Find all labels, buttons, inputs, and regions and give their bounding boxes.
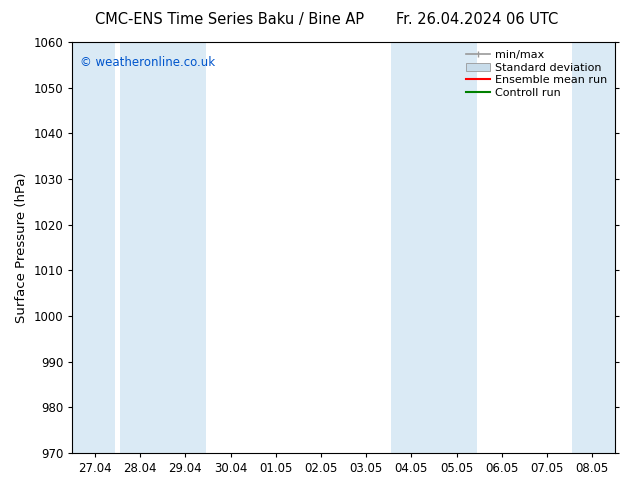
Legend: min/max, Standard deviation, Ensemble mean run, Controll run: min/max, Standard deviation, Ensemble me… <box>463 48 609 100</box>
Y-axis label: Surface Pressure (hPa): Surface Pressure (hPa) <box>15 172 28 323</box>
Bar <box>572 42 615 453</box>
Text: © weatheronline.co.uk: © weatheronline.co.uk <box>81 56 216 70</box>
Text: Fr. 26.04.2024 06 UTC: Fr. 26.04.2024 06 UTC <box>396 12 558 27</box>
Text: CMC-ENS Time Series Baku / Bine AP: CMC-ENS Time Series Baku / Bine AP <box>95 12 364 27</box>
Title: CMC-ENS Time Series Baku / Bine AP        Fr. 26.04.2024 06 UTC: CMC-ENS Time Series Baku / Bine AP Fr. 2… <box>0 489 1 490</box>
Bar <box>391 42 477 453</box>
Bar <box>120 42 205 453</box>
Bar <box>72 42 115 453</box>
